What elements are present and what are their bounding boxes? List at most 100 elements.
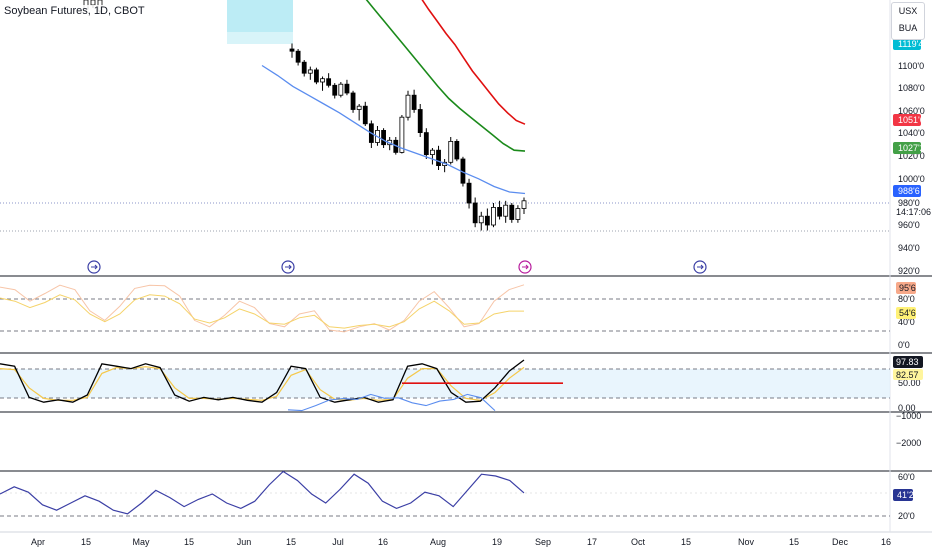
candle-body (314, 69, 319, 83)
candle-body (466, 182, 472, 204)
candle-body (478, 215, 484, 224)
price-tick-label: 940'0 (898, 243, 920, 253)
stoch-tick-label: 0.00 (898, 403, 916, 413)
price-tag (893, 142, 921, 154)
candle-body (399, 116, 405, 153)
time-tick-label: 15 (81, 537, 91, 547)
price-tick-label: 1100'0 (898, 61, 924, 71)
candle-body (417, 109, 423, 134)
candle-body (307, 69, 313, 74)
time-tick-label: Jun (237, 537, 252, 547)
candle-body (338, 83, 344, 96)
time-tick-label: 15 (184, 537, 194, 547)
candle-body (320, 78, 325, 83)
price-tick-label: 960'0 (898, 220, 920, 230)
macd-tick-label: −1000 (896, 411, 921, 421)
candle-body (472, 202, 478, 224)
price-tag (893, 114, 921, 126)
time-tick-label: May (132, 537, 150, 547)
ma-red-line (421, 0, 526, 125)
time-tick-label: Oct (631, 537, 646, 547)
currency-unit-selector[interactable]: USX BUA (891, 2, 925, 40)
event-arrow-icon (285, 264, 292, 270)
candle-body (381, 129, 386, 146)
stoch-d-tag (893, 369, 923, 380)
osc-group (0, 470, 525, 515)
candle-body (356, 105, 362, 110)
candle-body (350, 92, 356, 110)
price-tag-label: 1051'6 (898, 115, 925, 125)
ma-green-line (365, 0, 526, 152)
rsi-tick-label: 80'0 (898, 294, 915, 304)
osc-tag (893, 489, 913, 501)
candle-body (289, 48, 295, 52)
ma-blue-line (261, 64, 526, 195)
price-tick-label: 920'0 (898, 266, 920, 276)
macd-group (287, 382, 563, 412)
rsi-line-orange (0, 284, 525, 333)
moving-averages-group (261, 0, 526, 195)
stoch-k-line (0, 359, 525, 403)
price-tick-label: 1080'0 (898, 83, 925, 93)
price-tag-label: 1119'4 (898, 39, 923, 49)
osc-tick-label: 60'0 (898, 472, 915, 482)
chart-title: Soybean Futures, 1D, CBOT (2, 5, 147, 17)
candle-body (491, 206, 496, 226)
time-tick-label: 15 (789, 537, 799, 547)
candle-body (503, 204, 509, 217)
candle-body (430, 149, 435, 155)
time-tick-label: 15 (286, 537, 296, 547)
candle-body (423, 132, 429, 156)
events-group (87, 260, 707, 274)
price-tick-label: 1060'0 (898, 106, 925, 116)
candle-body (484, 215, 490, 226)
price-tick-label: 1040'0 (898, 128, 925, 138)
candle-body (405, 94, 411, 118)
candle-body (497, 206, 502, 217)
macd-tick-label: −2000 (896, 438, 921, 448)
bar-countdown: 14:17:06 (896, 207, 931, 217)
candles-group (83, 0, 527, 231)
osc-line (0, 470, 525, 515)
price-tick-label: 980'0 (898, 198, 920, 208)
macd-line (287, 393, 496, 412)
candle-body (515, 208, 521, 220)
price-tag-label: 1027'2 (898, 143, 925, 153)
time-tick-label: 19 (492, 537, 502, 547)
candle-body (509, 204, 515, 220)
rsi-group (0, 284, 525, 333)
event-arrow-icon (697, 264, 704, 270)
rsi-tick-label: 40'0 (898, 317, 915, 327)
time-tick-label: Apr (31, 537, 45, 547)
price-tag (893, 38, 921, 50)
time-tick-label: Jul (332, 537, 344, 547)
time-tick-label: 17 (587, 537, 597, 547)
event-arrow-icon (522, 264, 529, 270)
rsi-tag (896, 282, 916, 294)
rsi-line-yellow (0, 294, 524, 329)
candle-body (521, 200, 527, 209)
event-arrow-icon (91, 264, 98, 270)
price-tag-label: 988'6 (898, 186, 920, 196)
candle-body (301, 61, 307, 74)
price-tag (893, 185, 921, 197)
stoch-group (0, 359, 525, 403)
axis-group: 1100'0 1080'0 1060'0 1040'0 1020'0 1000'0 980'… (31, 38, 931, 547)
candle-body (436, 149, 441, 166)
unit-label: BUA (898, 23, 918, 33)
time-tick-label: Nov (738, 537, 755, 547)
price-tick-label: 1000'0 (898, 174, 925, 184)
time-tick-label: Dec (832, 537, 849, 547)
time-tick-label: 15 (681, 537, 691, 547)
stoch-tick-label: 50.00 (898, 378, 921, 388)
rsi-tick-label: 0'0 (898, 340, 910, 350)
time-tick-label: 16 (881, 537, 891, 547)
rsi-tag-label: 95'6 (899, 283, 916, 293)
candle-body (362, 105, 368, 125)
candle-body (454, 140, 460, 160)
stoch-d-tag-label: 82.57 (896, 370, 919, 380)
price-tick-label: 1020'0 (898, 151, 925, 161)
highlight-zone-lower (227, 32, 293, 44)
